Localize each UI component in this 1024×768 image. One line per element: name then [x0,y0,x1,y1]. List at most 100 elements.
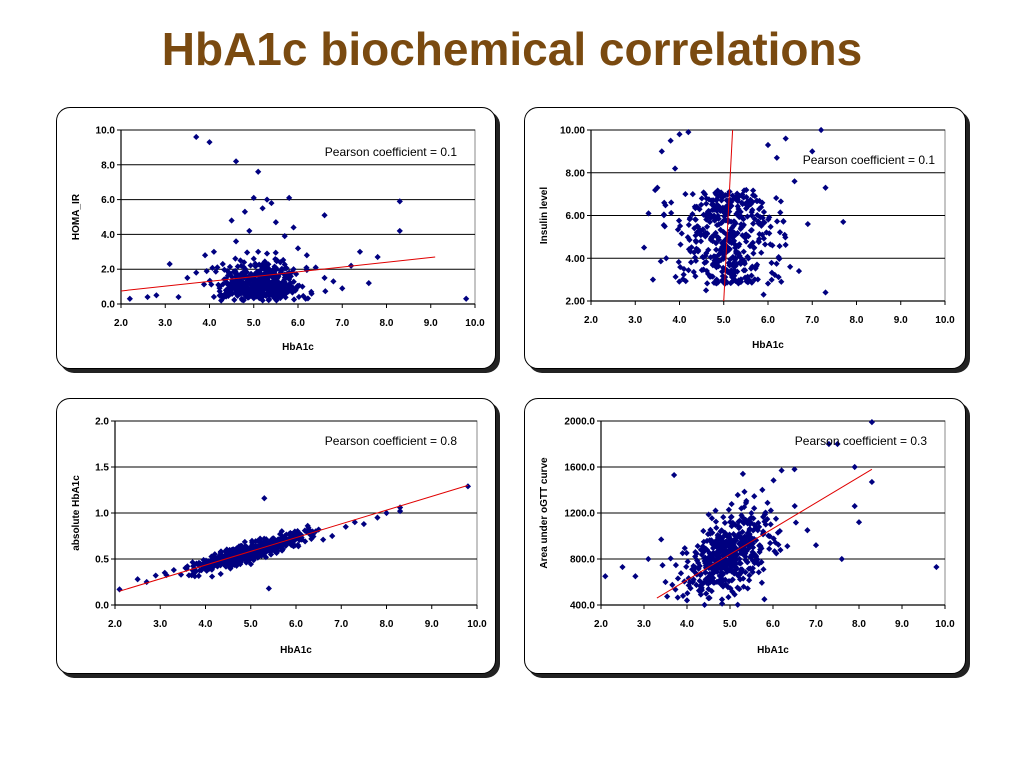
data-point [218,297,225,304]
x-tick-label: 6.0 [291,318,305,329]
data-point [295,293,303,301]
x-axis-label: HbA1c [752,340,784,351]
data-point [818,126,825,134]
data-point [751,192,759,200]
data-point [315,526,322,533]
data-point [780,217,787,225]
data-point [245,277,252,285]
data-point [855,519,863,526]
x-tick-label: 9.0 [894,315,908,326]
data-point [657,258,664,265]
data-point [290,224,297,231]
data-point [714,564,721,571]
data-point [714,187,721,194]
data-point [740,267,747,274]
data-point [822,289,829,296]
data-point [707,575,715,583]
data-point [116,586,123,593]
data-point [719,600,726,607]
data-point [294,245,302,252]
data-point [726,245,733,253]
y-tick-label: 10.00 [560,126,585,137]
data-point [751,215,758,223]
data-point [750,250,757,257]
data-point [228,217,235,224]
data-point [731,591,738,598]
data-point [277,531,284,538]
x-tick-label: 8.0 [852,619,866,630]
data-point [290,296,298,303]
x-tick-label: 6.0 [761,315,775,326]
x-tick-label: 2.0 [114,318,128,329]
data-point [760,566,767,573]
pearson-annotation: Pearson coefficient = 0.8 [325,434,458,448]
data-point [232,158,240,165]
data-point [773,260,780,267]
data-point [675,258,682,266]
data-point [322,288,329,295]
pearson-annotation: Pearson coefficient = 0.1 [803,153,936,167]
x-tick-label: 9.0 [425,619,439,630]
x-axis-label: HbA1c [282,342,314,353]
data-point [704,554,712,562]
data-point [692,238,700,246]
data-point [812,542,820,549]
data-point [750,220,757,227]
x-tick-label: 3.0 [153,619,167,630]
data-point [767,223,774,230]
data-point [702,576,709,583]
data-point [769,242,776,249]
data-point [250,555,257,562]
y-tick-label: 400.0 [570,601,595,612]
data-point [210,563,217,570]
data-point [231,296,238,303]
data-point [321,212,328,219]
point-group [126,133,470,304]
data-point [795,267,803,275]
data-point [193,269,200,276]
chart-panel-insulin: 2.00 4.00 6.00 8.00 10.00 2.0 3.0 4.0 5.0 6.0 7.0 8… [524,107,966,369]
data-point [241,208,248,215]
data-point [700,211,707,218]
x-axis-label: HbA1c [280,645,312,656]
data-point [262,538,269,545]
pearson-annotation: Pearson coefficient = 0.3 [795,434,928,448]
data-point [302,295,309,302]
x-tick-label: 8.0 [850,315,864,326]
data-point [700,254,707,261]
data-point [184,563,191,570]
data-point [232,238,240,245]
chart-panel-absolute: 0.0 0.5 1.0 1.5 2.0 2.0 3.0 4.0 5.0 6.0 7.0 8.0 9.0 1… [56,398,496,674]
data-point [717,528,724,535]
data-point [215,281,222,288]
data-point [272,219,279,226]
x-tick-label: 10.0 [467,619,487,630]
data-point [718,560,725,567]
data-point [749,569,756,576]
data-point [698,195,705,202]
y-tick-label: 6.00 [566,211,586,222]
data-point [660,222,667,229]
data-point [238,262,245,269]
data-point [868,478,875,486]
data-point [763,229,770,236]
data-point [200,281,208,288]
y-tick-label: 0.5 [95,555,109,566]
chart-absolute: 0.0 0.5 1.0 1.5 2.0 2.0 3.0 4.0 5.0 6.0 7.0 8.0 9.0 1… [71,417,487,657]
x-tick-label: 2.0 [594,619,608,630]
data-point [268,535,276,543]
data-point [290,266,297,273]
data-point [868,419,875,426]
y-tick-label: 0.0 [95,601,109,612]
data-point [210,293,218,300]
data-point [161,569,168,576]
data-point [767,507,774,514]
data-point [238,547,245,554]
data-point [239,281,246,288]
data-point [766,214,773,221]
data-point [777,209,784,216]
data-point [195,572,202,579]
data-point [294,282,301,290]
data-point [782,241,789,248]
data-point [668,199,675,206]
